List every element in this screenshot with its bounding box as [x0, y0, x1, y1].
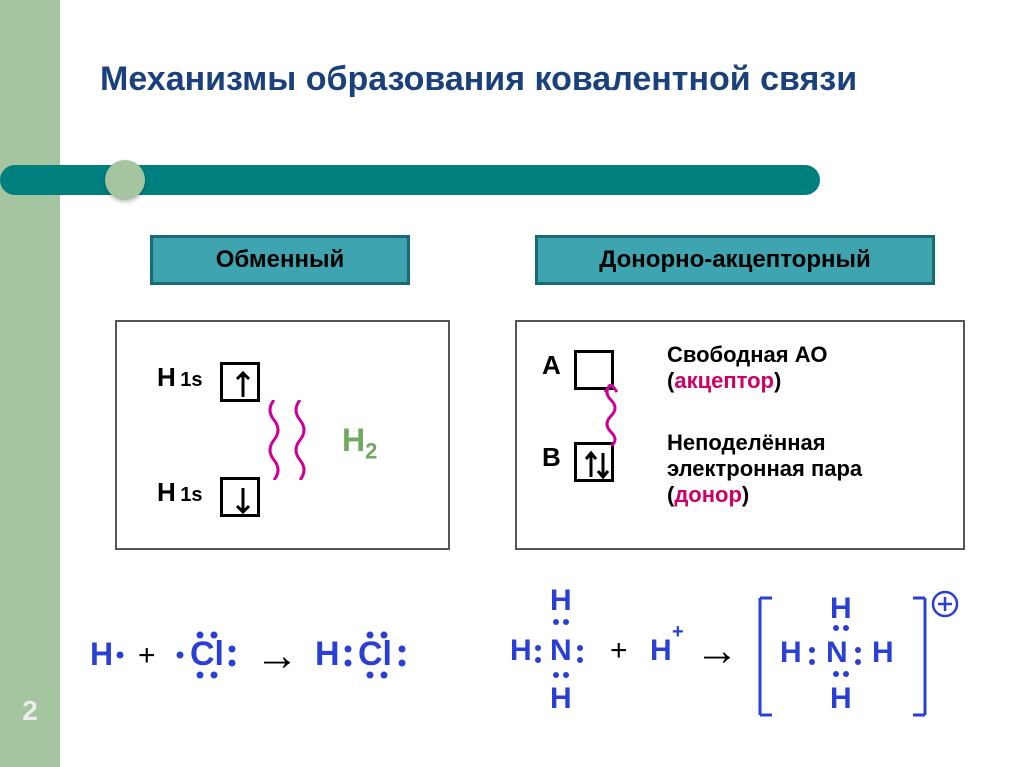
title-region: Механизмы образования ковалентной связи	[100, 58, 984, 101]
label-donor-text: Донорно-акцепторный	[599, 246, 870, 273]
lewis-plus1: +	[138, 639, 156, 672]
sidebar	[0, 0, 60, 767]
donor-acceptor-diagram: A Свободная АО (акцептор) B Неподелённая…	[515, 320, 965, 550]
donor-paren-close: )	[742, 482, 749, 507]
h2-product: H2	[342, 422, 377, 464]
orbital-box-down	[220, 477, 260, 517]
svg-text:N: N	[550, 634, 572, 667]
svg-text:H: H	[780, 636, 802, 669]
acceptor-desc: Свободная АО (акцептор)	[667, 342, 947, 394]
label-exchange-text: Обменный	[216, 246, 345, 273]
svg-text:H: H	[872, 636, 894, 669]
squiggle-left	[262, 400, 322, 480]
lewis-cl1: Cl	[190, 635, 224, 673]
label-exchange: Обменный	[150, 235, 410, 285]
spin-down-icon	[223, 480, 263, 520]
donor-desc: Неподелённая электронная пара (донор)	[667, 430, 957, 508]
donor-text2: электронная пара	[667, 456, 957, 482]
spin-pair-icon	[577, 445, 617, 485]
svg-text:+: +	[672, 621, 684, 643]
donor-label: B	[542, 442, 561, 472]
lewis-h1: H	[90, 636, 113, 672]
label-donor-acceptor: Донорно-акцепторный	[535, 235, 935, 285]
svg-text:N: N	[826, 636, 848, 669]
lewis-hcl-svg: H + Cl → H Cl	[80, 615, 500, 705]
exchange-atom2-row: H 1s	[157, 477, 260, 517]
svg-text:H: H	[550, 682, 572, 715]
acceptor-text1: Свободная АО	[667, 342, 947, 368]
h2-subscript: 2	[365, 438, 377, 463]
page-number: 2	[0, 695, 60, 727]
lewis-arrow1: →	[255, 631, 299, 680]
acceptor-pink: акцептор	[674, 368, 774, 393]
svg-text:→: →	[695, 626, 739, 675]
svg-text:H: H	[830, 682, 852, 715]
donor-text1: Неподелённая	[667, 430, 957, 456]
accent-dot	[105, 160, 145, 200]
squiggle-right	[599, 384, 629, 446]
spin-up-icon	[223, 365, 263, 405]
lewis-nh4: H H N H + H + → H H N H H	[500, 580, 1010, 740]
exchange-atom1-row: H 1s	[157, 362, 260, 402]
donor-row: B	[542, 442, 614, 482]
atom1-symbol: H	[157, 362, 176, 392]
lewis-h2: H	[315, 635, 340, 673]
lewis-cl2: Cl	[358, 635, 392, 673]
lewis-hcl: H + Cl → H Cl	[80, 615, 500, 715]
acceptor-paren-close: )	[774, 368, 781, 393]
donor-pink: донор	[674, 482, 742, 507]
atom1-orbital: 1s	[180, 369, 202, 391]
atom2-orbital: 1s	[180, 484, 202, 506]
orbital-box-up	[220, 362, 260, 402]
orbital-box-pair	[574, 442, 614, 482]
lewis-nh4-svg: H H N H + H + → H H N H H	[500, 580, 1010, 740]
svg-text:H: H	[510, 634, 532, 667]
svg-text:H: H	[830, 592, 852, 625]
svg-text:+: +	[610, 634, 628, 667]
h2-symbol: H	[342, 422, 365, 458]
exchange-diagram: H 1s H 1s H2	[115, 320, 450, 550]
svg-text:H: H	[650, 634, 672, 667]
page-title: Механизмы образования ковалентной связи	[100, 58, 984, 101]
acceptor-label: A	[542, 350, 561, 380]
atom2-symbol: H	[157, 477, 176, 507]
svg-text:H: H	[550, 584, 572, 617]
